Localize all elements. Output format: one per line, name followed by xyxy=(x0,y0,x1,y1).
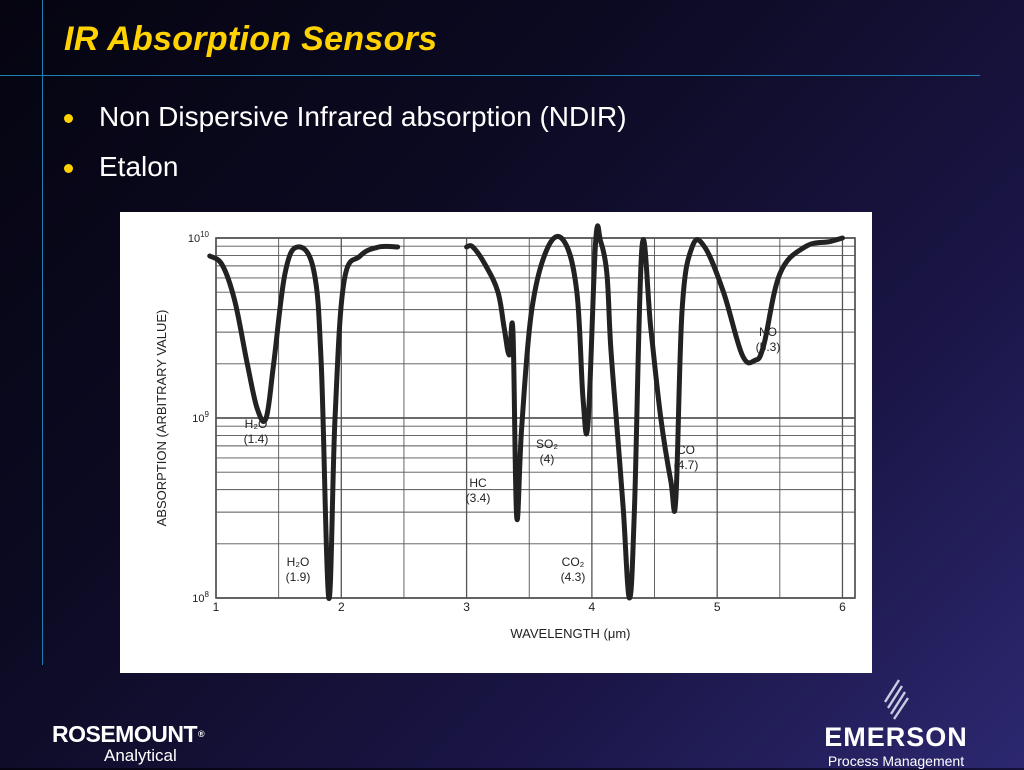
peak-annotation: NO(5.3) xyxy=(756,325,781,354)
peak-wavelength: (4) xyxy=(540,452,555,466)
peak-label: HC xyxy=(469,476,487,490)
x-tick-label: 1 xyxy=(213,600,220,614)
bullet-list: Non Dispersive Infrared absorption (NDIR… xyxy=(64,92,627,192)
peak-label: H₂O xyxy=(245,417,268,431)
x-axis-label: WAVELENGTH (μm) xyxy=(510,626,630,641)
x-tick-label: 3 xyxy=(463,600,470,614)
y-tick-label: 1010 xyxy=(188,230,210,245)
y-tick-label: 108 xyxy=(192,590,209,605)
y-tick-label: 109 xyxy=(192,410,209,425)
x-tick-label: 5 xyxy=(714,600,721,614)
peak-annotation: H₂O(1.4) xyxy=(244,417,269,446)
bullet-item: Non Dispersive Infrared absorption (NDIR… xyxy=(64,92,627,142)
bullet-text: Non Dispersive Infrared absorption (NDIR… xyxy=(99,101,627,132)
left-accent-rule xyxy=(42,0,43,665)
peak-annotations: H₂O(1.4)H₂O(1.9)HC(3.4)SO₂(4)CO₂(4.3)CO(… xyxy=(244,325,781,584)
absorption-chart-panel: 1 2 3 4 5 6 1010 109 108 H₂O (1.4) H₂O (1.9) HC (3.4)… xyxy=(120,212,872,673)
peak-annotation: H₂O(1.9) xyxy=(286,555,311,584)
emerson-logo: EMERSON Process Management xyxy=(808,676,984,770)
slide-title: IR Absorption Sensors xyxy=(64,20,438,58)
emerson-wordmark: EMERSON xyxy=(824,722,968,752)
peak-label: NO xyxy=(759,325,777,339)
peak-label: CO₂ xyxy=(562,555,585,569)
bullet-text: Etalon xyxy=(99,151,179,182)
rosemount-logo: ROSEMOUNT® Analytical xyxy=(52,721,205,766)
peak-wavelength: (5.3) xyxy=(756,340,781,354)
peak-wavelength: (1.9) xyxy=(286,570,311,584)
rosemount-wordmark: ROSEMOUNT® xyxy=(52,721,205,747)
emerson-mark-icon xyxy=(883,679,909,720)
y-axis-label: ABSORPTION (ARBITRARY VALUE) xyxy=(154,310,169,527)
absorption-curve-segment-1 xyxy=(207,243,401,601)
peak-wavelength: (3.4) xyxy=(466,491,491,505)
bullet-dot-icon xyxy=(64,113,73,123)
x-tick-label: 2 xyxy=(338,600,345,614)
peak-annotation: CO(4.7) xyxy=(674,443,699,472)
peak-wavelength: (4.7) xyxy=(674,458,699,472)
peak-annotation: CO₂(4.3) xyxy=(561,555,586,584)
rosemount-subtitle: Analytical xyxy=(104,746,177,765)
peak-annotation: HC(3.4) xyxy=(466,476,491,505)
peak-label: SO₂ xyxy=(536,437,558,451)
peak-label: H₂O xyxy=(287,555,310,569)
peak-annotation: SO₂(4) xyxy=(536,437,558,466)
emerson-subtitle: Process Management xyxy=(827,753,965,769)
peak-wavelength: (4.3) xyxy=(561,570,586,584)
peak-wavelength: (1.4) xyxy=(244,432,269,446)
absorption-curves xyxy=(207,223,845,601)
absorption-curve-segment-2 xyxy=(464,223,845,601)
title-underline-rule xyxy=(0,75,980,76)
bullet-item: Etalon xyxy=(64,142,627,192)
peak-label: CO xyxy=(677,443,695,457)
x-tick-label: 4 xyxy=(589,600,596,614)
x-tick-label: 6 xyxy=(839,600,846,614)
bullet-dot-icon xyxy=(64,163,73,173)
